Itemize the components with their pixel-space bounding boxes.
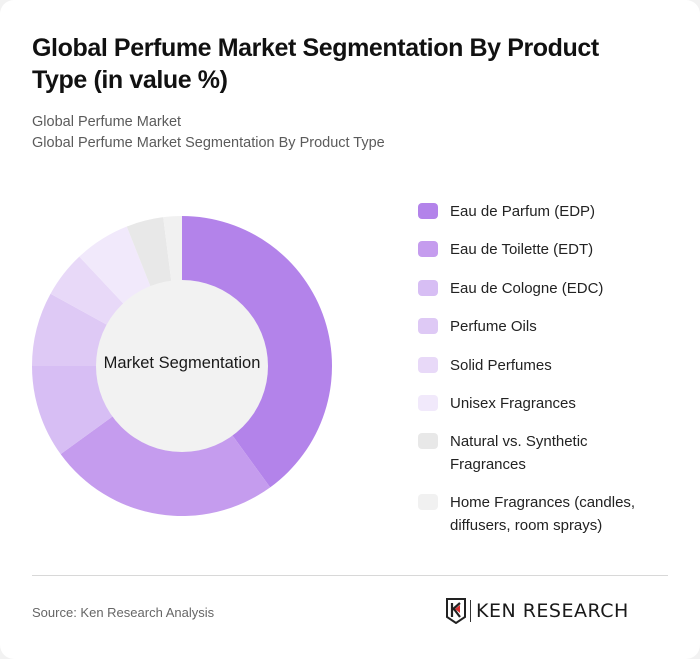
- ken-shield-icon: [446, 598, 466, 624]
- legend-label: Eau de Parfum (EDP): [450, 203, 596, 220]
- legend-item-home-fragrances[interactable]: Home Fragrances (candles, diffusers, roo…: [418, 491, 650, 537]
- legend-label: Perfume Oils: [450, 318, 537, 335]
- chart-title: Global Perfume Market Segmentation By Pr…: [32, 34, 599, 94]
- legend-item-perfume-oils[interactable]: Perfume Oils: [418, 315, 650, 338]
- chart-subtitle-segmentation: Global Perfume Market Segmentation By Pr…: [32, 135, 385, 151]
- legend-swatch-icon: [418, 241, 438, 257]
- legend-item-edt[interactable]: Eau de Toilette (EDT): [418, 238, 650, 261]
- donut-center: [96, 280, 268, 452]
- donut-center-label: Market Segmentation: [103, 354, 261, 372]
- legend-label: Home Fragrances (candles, diffusers, roo…: [450, 494, 636, 534]
- legend-swatch-icon: [418, 395, 438, 411]
- chart-subtitle-market: Global Perfume Market: [32, 114, 182, 130]
- source-note: Source: Ken Research Analysis: [32, 605, 215, 620]
- logo-separator: [470, 600, 471, 622]
- legend-item-solid-perfumes[interactable]: Solid Perfumes: [418, 354, 650, 377]
- donut-chart: [32, 216, 332, 516]
- legend-swatch-icon: [418, 494, 438, 510]
- legend-item-unisex[interactable]: Unisex Fragrances: [418, 392, 650, 415]
- ken-research-logo: KEN RESEARCH: [446, 598, 629, 624]
- legend-label: Natural vs. Synthetic Fragrances: [450, 433, 588, 473]
- legend-label: Eau de Cologne (EDC): [450, 280, 604, 297]
- legend-label: Eau de Toilette (EDT): [450, 241, 594, 258]
- footer-divider: [32, 575, 668, 576]
- legend-item-edp[interactable]: Eau de Parfum (EDP): [418, 200, 650, 223]
- legend-swatch-icon: [418, 203, 438, 219]
- logo-text: KEN RESEARCH: [476, 600, 629, 622]
- legend-label: Unisex Fragrances: [450, 395, 576, 412]
- legend-item-edc[interactable]: Eau de Cologne (EDC): [418, 277, 650, 300]
- legend-label: Solid Perfumes: [450, 357, 552, 374]
- legend-swatch-icon: [418, 280, 438, 296]
- legend-swatch-icon: [418, 433, 438, 449]
- legend-swatch-icon: [418, 318, 438, 334]
- legend-swatch-icon: [418, 357, 438, 373]
- legend-item-natural-synthetic[interactable]: Natural vs. Synthetic Fragrances: [418, 430, 620, 476]
